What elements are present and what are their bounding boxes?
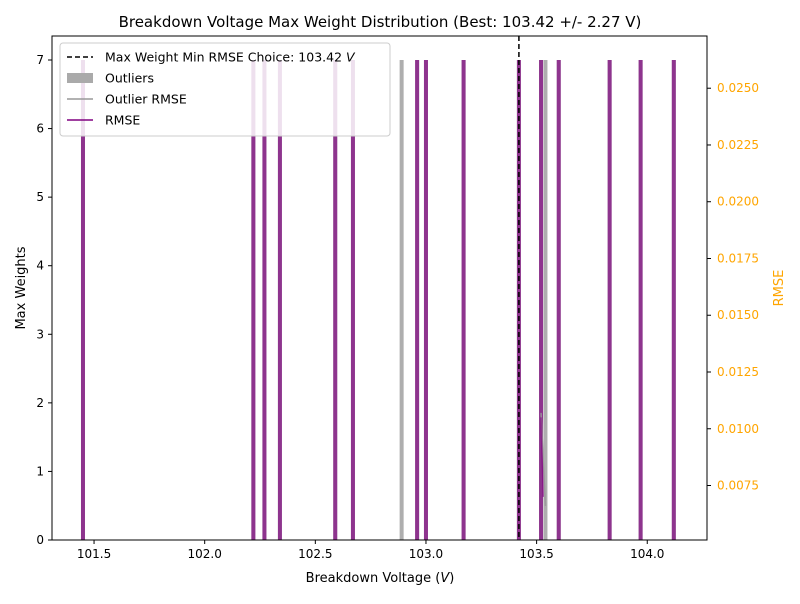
- x-tick-label-3: 103.0: [409, 547, 443, 561]
- y-tick-label-3: 3: [36, 327, 44, 341]
- x-axis-label-main: Breakdown Voltage (: [306, 571, 441, 586]
- x-tick-label-4: 103.5: [519, 547, 553, 561]
- bar-weight-1: [251, 60, 256, 540]
- bar-weight-3: [277, 60, 282, 540]
- y2-tick-label-2: 0.0125: [717, 365, 759, 379]
- y2-tick-label-7: 0.0250: [717, 81, 759, 95]
- legend-label-2: Outlier RMSE: [105, 92, 187, 107]
- bar-weight-8: [461, 60, 466, 540]
- y-axis-left: 0 1 2 3 4 5 6 7: [36, 53, 52, 547]
- y2-tick-label-0: 0.0075: [717, 479, 759, 493]
- bar-weight-6: [415, 60, 420, 540]
- x-axis-label: Breakdown Voltage (V): [306, 571, 455, 586]
- legend: Max Weight Min RMSE Choice: 103.42 V Outl…: [59, 42, 391, 137]
- rmse-lines-layer: [540, 412, 547, 506]
- plot-frame: [51, 35, 708, 541]
- y-axis-label: Max Weights: [14, 246, 29, 329]
- bar-weight-7: [423, 60, 428, 540]
- y2-tick-label-3: 0.0150: [717, 308, 759, 322]
- legend-box: [59, 42, 391, 137]
- y-tick-label-5: 5: [36, 190, 44, 204]
- bar-outlier-12: [543, 60, 548, 540]
- y-tick-label-1: 1: [36, 464, 44, 478]
- x-tick-label-5: 104.0: [630, 547, 664, 561]
- y2-tick-label-4: 0.0175: [717, 251, 759, 265]
- legend-label-0: Max Weight Min RMSE Choice: 103.42 V: [105, 50, 356, 65]
- legend-swatch-1: [67, 73, 93, 83]
- y-tick-label-4: 4: [36, 259, 44, 273]
- x-axis-label-tail: ): [449, 571, 454, 586]
- y-tick-label-7: 7: [36, 53, 44, 67]
- bars-layer: [80, 60, 676, 540]
- bar-weight-5: [350, 60, 355, 540]
- bar-weight-11: [556, 60, 561, 540]
- y-axis-right: 0.0075 0.0100 0.0125 0.0150 0.0175 0.0200 0.02…: [707, 81, 759, 493]
- x-tick-label-0: 101.5: [77, 547, 111, 561]
- x-tick-label-2: 102.5: [298, 547, 332, 561]
- bar-weight-10: [539, 60, 544, 540]
- x-axis: 101.5 102.0 102.5 103.0 103.5 104.0: [77, 540, 664, 561]
- rmse-line: [540, 417, 544, 497]
- legend-label-3: RMSE: [105, 113, 140, 128]
- chart-title: Breakdown Voltage Max Weight Distributio…: [119, 13, 642, 31]
- legend-label-1: Outliers: [105, 71, 154, 86]
- x-tick-label-1: 102.0: [188, 547, 222, 561]
- bar-weight-0: [80, 60, 85, 540]
- bar-weight-14: [671, 60, 676, 540]
- x-axis-label-unit: V: [440, 571, 450, 586]
- y-tick-label-2: 2: [36, 396, 44, 410]
- bar-outlier-6: [399, 60, 404, 540]
- y2-tick-label-5: 0.0200: [717, 195, 759, 209]
- y2-tick-label-6: 0.0225: [717, 138, 759, 152]
- bar-weight-12: [607, 60, 612, 540]
- bar-weight-2: [262, 60, 267, 540]
- y2-axis-label: RMSE: [772, 270, 787, 307]
- y-tick-label-6: 6: [36, 122, 44, 136]
- bar-weight-13: [638, 60, 643, 540]
- y-tick-label-0: 0: [36, 533, 44, 547]
- y2-tick-label-1: 0.0100: [717, 422, 759, 436]
- bar-weight-4: [333, 60, 338, 540]
